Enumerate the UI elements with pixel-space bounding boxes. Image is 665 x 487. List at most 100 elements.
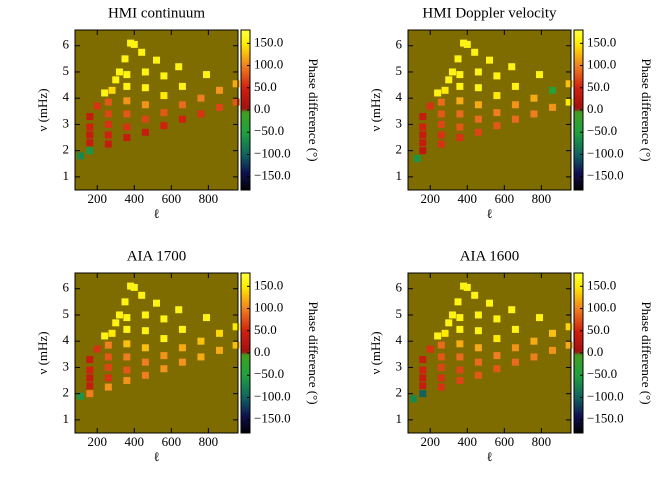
colorbar-slice	[241, 36, 250, 39]
colorbar-slice	[574, 54, 583, 57]
cell	[493, 315, 501, 323]
colorbar-slice	[241, 74, 250, 77]
cell	[437, 363, 445, 371]
colorbar-slice	[574, 144, 583, 147]
cell	[232, 323, 240, 331]
cell	[437, 98, 445, 106]
colorbar-slice	[241, 309, 250, 312]
colorbar-slice	[574, 419, 583, 422]
colorbar-slice	[241, 347, 250, 350]
colorbar-slice	[574, 128, 583, 131]
colorbar-slice	[241, 90, 250, 93]
cell	[493, 335, 501, 343]
colorbar-slice	[574, 36, 583, 39]
x-tick-label: 200	[420, 434, 440, 449]
y-tick-label: 1	[63, 411, 70, 426]
colorbar-slice	[241, 188, 250, 191]
cell	[123, 123, 131, 131]
colorbar-slice	[241, 120, 250, 123]
cell	[474, 371, 482, 379]
cell	[448, 68, 456, 76]
cell	[437, 140, 445, 148]
colorbar-slice	[241, 399, 250, 402]
colorbar-slice	[241, 331, 250, 334]
colorbar-slice	[241, 405, 250, 408]
cell	[511, 344, 519, 352]
colorbar-slice	[241, 60, 250, 63]
colorbar-slice	[241, 76, 250, 79]
colorbar-tick-label: 150.0	[254, 277, 283, 292]
colorbar-slice	[574, 349, 583, 352]
cell	[160, 335, 168, 343]
colorbar-slice	[241, 289, 250, 292]
colorbar-slice	[241, 385, 250, 388]
cell	[123, 82, 131, 90]
colorbar-slice	[241, 104, 250, 107]
colorbar-slice	[241, 156, 250, 159]
cell	[115, 68, 123, 76]
colorbar-label: Phase difference (°)	[639, 58, 654, 161]
cell	[108, 329, 116, 337]
x-tick-label: 400	[125, 434, 145, 449]
y-tick-label: 2	[396, 142, 403, 157]
colorbar-tick-label: 150.0	[587, 34, 616, 49]
cell	[86, 131, 94, 139]
cell	[413, 155, 421, 163]
colorbar-slice	[241, 166, 250, 169]
cell	[565, 323, 573, 331]
colorbar-tick-label: −50.0	[254, 123, 284, 138]
colorbar-slice	[574, 94, 583, 97]
colorbar-slice	[241, 158, 250, 161]
colorbar-slice	[574, 425, 583, 428]
colorbar-slice	[574, 323, 583, 326]
cell	[123, 110, 131, 118]
colorbar-slice	[574, 321, 583, 324]
panel-title: HMI Doppler velocity	[422, 5, 557, 21]
colorbar-slice	[241, 82, 250, 85]
colorbar-slice	[241, 285, 250, 288]
colorbar-slice	[574, 283, 583, 286]
colorbar-slice	[574, 68, 583, 71]
colorbar-slice	[241, 138, 250, 141]
y-axis-label: ν (mHz)	[35, 88, 50, 131]
cell	[548, 329, 556, 337]
cell	[123, 325, 131, 333]
panel: HMI continuum 200 400 600 800 1 2 3 4 5 6 ℓ ν (mHz) −…	[35, 5, 321, 221]
cell	[437, 353, 445, 361]
colorbar-tick-label: −100.0	[254, 145, 291, 160]
colorbar-slice	[574, 299, 583, 302]
colorbar-label: Phase difference (°)	[639, 301, 654, 404]
colorbar-slice	[574, 353, 583, 356]
colorbar-tick-label: 0.0	[254, 101, 270, 116]
cell	[104, 353, 112, 361]
cell	[141, 311, 149, 319]
cell	[160, 315, 168, 323]
colorbar-slice	[241, 170, 250, 173]
colorbar-slice	[241, 429, 250, 432]
cell	[511, 101, 519, 109]
colorbar-slice	[241, 150, 250, 153]
cell	[486, 56, 493, 64]
colorbar-slice	[574, 401, 583, 404]
colorbar-slice	[574, 347, 583, 350]
cell	[493, 365, 501, 373]
colorbar-slice	[574, 88, 583, 91]
colorbar-slice	[241, 415, 250, 418]
colorbar-slice	[574, 317, 583, 320]
cell	[536, 314, 544, 322]
cell	[454, 298, 462, 306]
y-tick-label: 3	[63, 115, 70, 130]
colorbar-slice	[574, 44, 583, 47]
cell	[123, 353, 131, 361]
cell	[419, 366, 427, 374]
cell	[77, 392, 85, 400]
colorbar-slice	[241, 275, 250, 278]
colorbar-slice	[574, 56, 583, 59]
cell	[86, 123, 94, 131]
cell	[203, 71, 211, 79]
colorbar-slice	[574, 279, 583, 282]
colorbar-slice	[241, 307, 250, 310]
x-tick-label: 800	[532, 191, 552, 206]
colorbar-slice	[241, 148, 250, 151]
colorbar-slice	[574, 136, 583, 139]
